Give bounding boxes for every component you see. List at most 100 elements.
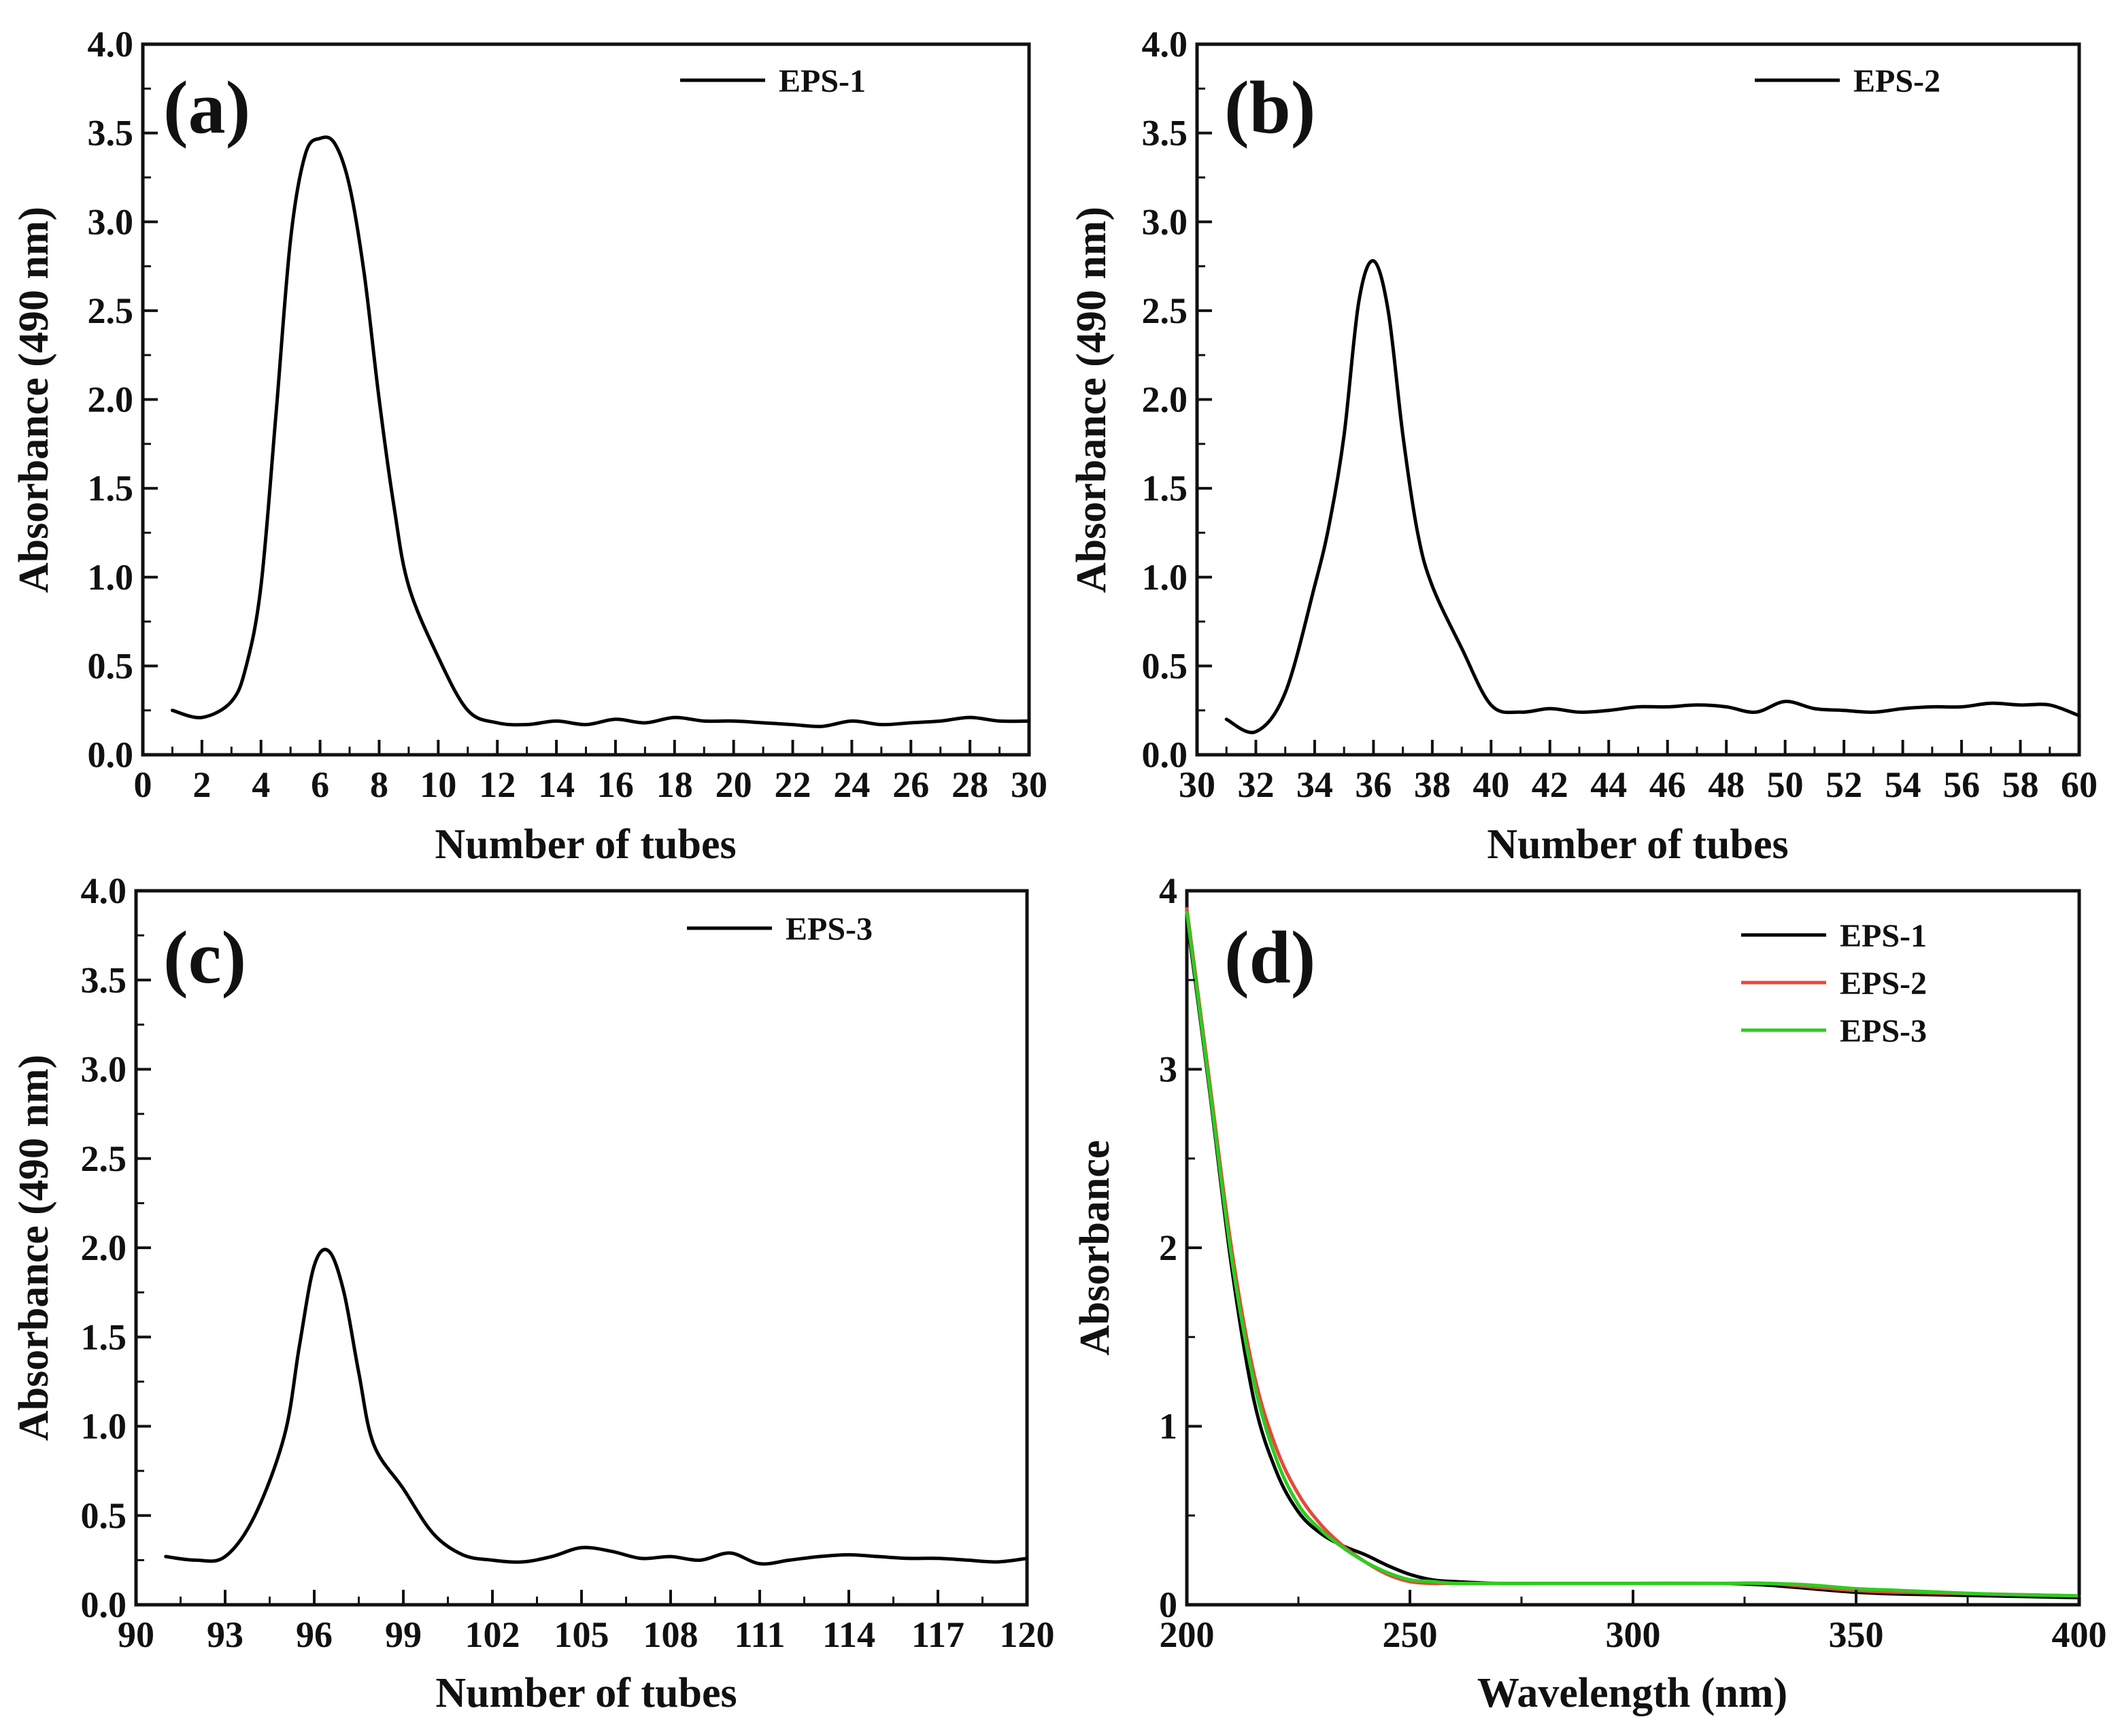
x-tick-label: 90 <box>118 1614 154 1655</box>
x-axis-title: Number of tubes <box>435 821 736 868</box>
legend-label: EPS-1 <box>1840 918 1927 954</box>
x-tick-label: 48 <box>1708 764 1745 805</box>
y-axis-title: Absorbance (490 nm) <box>1069 207 1115 593</box>
y-tick-label: 1.5 <box>1142 468 1188 509</box>
y-tick-label: 3 <box>1159 1049 1177 1090</box>
y-tick-label: 4.0 <box>88 24 134 65</box>
y-tick-label: 2.5 <box>88 290 134 331</box>
plot-frame <box>134 889 1029 1607</box>
y-ticks: 0.0 0.5 1.0 1.5 2.0 2.5 3.0 3.5 4.0 <box>88 24 158 775</box>
y-tick-label: 2.0 <box>1142 379 1188 420</box>
x-tick-label: 50 <box>1767 764 1804 805</box>
x-tick-label: 16 <box>597 764 634 805</box>
x-tick-label: 200 <box>1160 1614 1215 1655</box>
series-line-eps-1 <box>170 135 1031 728</box>
x-axis-title: Number of tubes <box>435 1670 737 1716</box>
y-tick-label: 1.0 <box>81 1406 127 1447</box>
x-tick-label: 111 <box>734 1614 785 1655</box>
x-tick-label: 28 <box>952 764 988 805</box>
y-axis-title: Absorbance <box>1072 1140 1118 1356</box>
y-tick-label: 2.0 <box>88 379 134 420</box>
x-tick-label: 114 <box>822 1614 875 1655</box>
x-tick-label: 10 <box>420 764 456 805</box>
x-tick-label: 102 <box>465 1614 520 1655</box>
y-tick-label: 2.5 <box>81 1138 127 1179</box>
x-tick-label: 60 <box>2061 764 2098 805</box>
plot-frame <box>1195 42 2081 757</box>
panel-label: (c) <box>163 916 246 999</box>
series-line-eps-1 <box>1185 915 2081 1599</box>
panel-c: 90 93 96 99 102 105 108 111 114 117 120 0.0 0.5 1.0 1… <box>11 870 1055 1716</box>
x-tick-label: 108 <box>643 1614 699 1655</box>
y-tick-label: 1.5 <box>81 1316 127 1357</box>
panel-label: (b) <box>1224 66 1315 149</box>
y-tick-label: 3.0 <box>1142 201 1188 242</box>
x-tick-label: 120 <box>1000 1614 1055 1655</box>
data-lines <box>170 135 1031 728</box>
y-ticks: 0.0 0.5 1.0 1.5 2.0 2.5 3.0 3.5 4.0 <box>1142 24 1212 775</box>
x-tick-label: 26 <box>892 764 929 805</box>
y-tick-label: 0.0 <box>88 734 134 775</box>
x-tick-label: 105 <box>554 1614 609 1655</box>
x-tick-label: 40 <box>1473 764 1509 805</box>
plot-frame <box>1185 889 2081 1607</box>
x-tick-label: 20 <box>716 764 752 805</box>
legend-label: EPS-3 <box>786 911 873 947</box>
y-tick-label: 3.5 <box>81 959 127 1000</box>
y-tick-label: 1.5 <box>88 468 134 509</box>
series-line-eps-3 <box>1185 910 2081 1598</box>
x-tick-label: 350 <box>1829 1614 1884 1655</box>
x-tick-label: 56 <box>1943 764 1980 805</box>
x-tick-label: 400 <box>2052 1614 2107 1655</box>
y-tick-label: 2.5 <box>1142 290 1188 331</box>
panel-b: 30 32 34 36 38 40 42 44 46 48 50 52 54 56 58 60 0.0 0.5 1… <box>1069 24 2098 868</box>
y-tick-label: 0.5 <box>88 645 134 686</box>
x-ticks: 200 250 300 350 400 <box>1160 1590 2107 1655</box>
x-tick-label: 0 <box>134 764 152 805</box>
series-line-eps-2 <box>1185 906 2081 1598</box>
x-tick-label: 14 <box>538 764 575 805</box>
x-tick-label: 2 <box>192 764 211 805</box>
legend: EPS-3 <box>687 911 873 947</box>
x-tick-label: 52 <box>1825 764 1862 805</box>
legend: EPS-1 EPS-2 EPS-3 <box>1741 918 1927 1049</box>
x-tick-label: 117 <box>911 1614 964 1655</box>
y-tick-label: 1.0 <box>1142 557 1188 598</box>
x-tick-label: 96 <box>296 1614 333 1655</box>
panel-a: 0 2 4 6 8 10 12 14 16 18 20 22 24 26 28 30 0.00.51.01.5… <box>11 24 1047 868</box>
x-tick-label: 58 <box>2002 764 2039 805</box>
y-tick-label: 3.0 <box>81 1049 127 1090</box>
x-tick-label: 99 <box>385 1614 422 1655</box>
y-ticks: 0.0 0.5 1.0 1.5 2.0 2.5 3.0 3.5 4.0 <box>81 870 151 1625</box>
data-lines <box>1224 259 2081 734</box>
legend-label: EPS-3 <box>1840 1013 1927 1049</box>
legend-label: EPS-2 <box>1853 63 1940 99</box>
x-tick-label: 44 <box>1590 764 1627 805</box>
legend-label: EPS-2 <box>1840 966 1927 1002</box>
panel-label: (d) <box>1224 916 1315 999</box>
x-tick-label: 42 <box>1532 764 1568 805</box>
data-lines <box>164 1248 1029 1566</box>
x-tick-label: 30 <box>1179 764 1215 805</box>
x-axis-title: Wavelength (nm) <box>1477 1670 1787 1716</box>
y-tick-label: 0.0 <box>81 1584 127 1625</box>
x-tick-label: 300 <box>1606 1614 1661 1655</box>
legend-label: EPS-1 <box>779 63 866 99</box>
x-tick-label: 93 <box>207 1614 243 1655</box>
legend: EPS-1 <box>680 63 866 99</box>
y-tick-label: 2 <box>1159 1227 1177 1268</box>
series-line-eps-2 <box>1224 259 2081 734</box>
x-tick-label: 38 <box>1414 764 1451 805</box>
y-tick-label: 0.5 <box>81 1495 127 1536</box>
y-tick-label: 4.0 <box>81 870 127 911</box>
y-tick-label: 3.0 <box>88 201 134 242</box>
data-lines <box>1185 906 2081 1599</box>
x-tick-label: 250 <box>1383 1614 1438 1655</box>
y-ticks: 0 1 2 3 4 <box>1159 870 1202 1625</box>
x-tick-label: 6 <box>311 764 329 805</box>
x-tick-label: 18 <box>656 764 693 805</box>
x-tick-label: 24 <box>833 764 870 805</box>
x-tick-label: 32 <box>1237 764 1274 805</box>
y-tick-label: 4 <box>1159 870 1177 911</box>
